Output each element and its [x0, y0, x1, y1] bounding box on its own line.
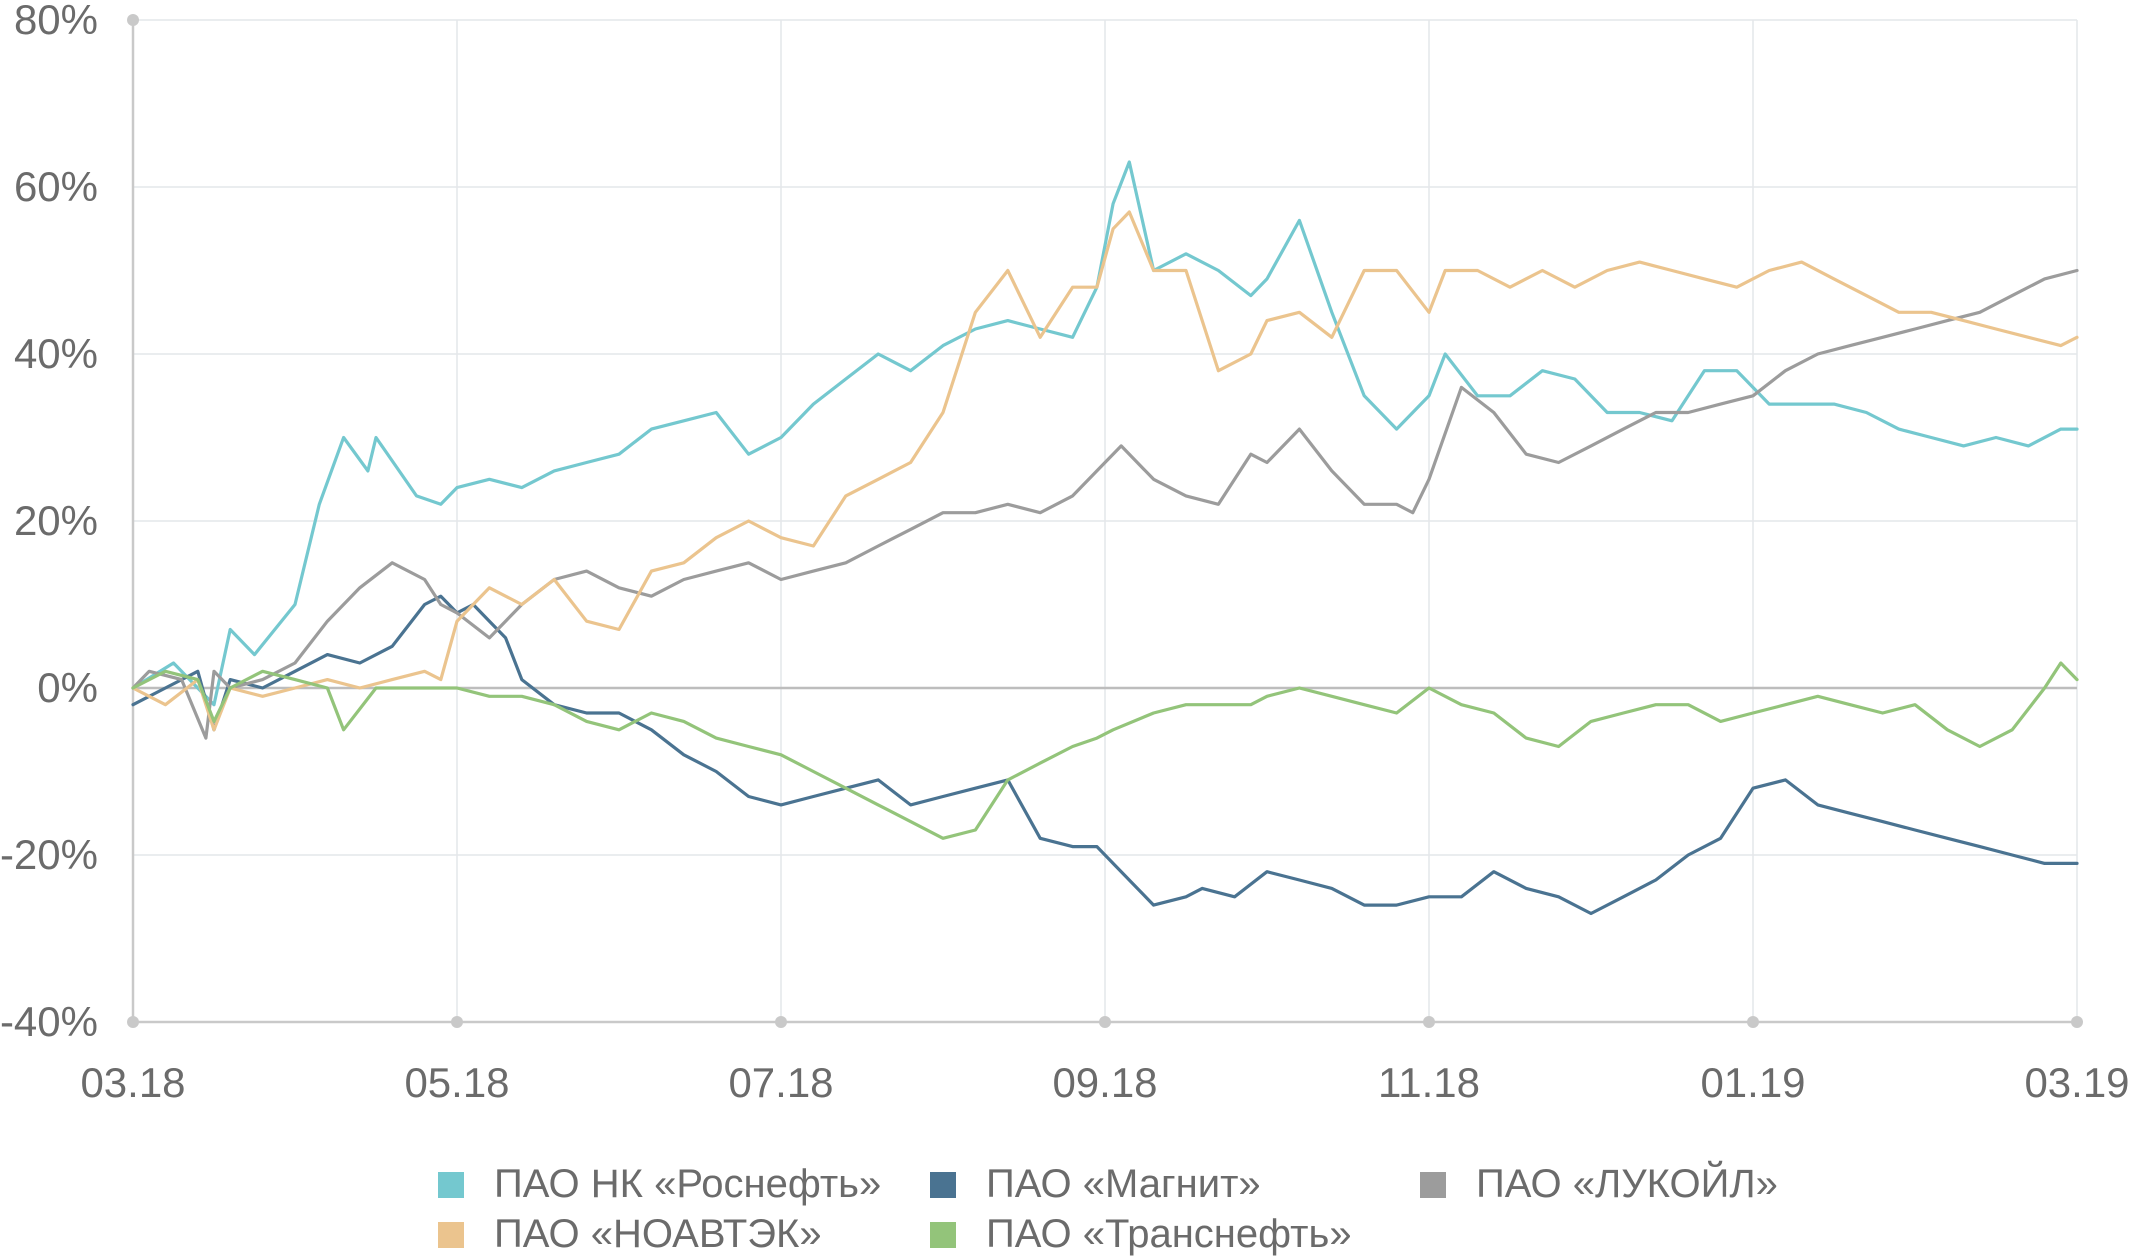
x-tick-label: 03.18	[80, 1059, 185, 1106]
y-tick-label: 60%	[14, 163, 98, 210]
x-tick-labels: 03.18 05.18 07.18 09.18 11.18 01.19 03.19	[80, 1059, 2129, 1106]
legend-swatch-lukoil	[1420, 1171, 1446, 1198]
y-axis-top-dot	[127, 14, 139, 26]
legend-item-rosneft[interactable]: ПАО НК «Роснефть»	[438, 1162, 881, 1207]
y-tick-labels: -40% -20% 0% 20% 40% 60% 80%	[0, 0, 98, 1045]
x-tick-label: 07.18	[728, 1059, 833, 1106]
series-line-transneft	[131, 661, 2079, 840]
x-tick-label: 09.18	[1052, 1059, 1157, 1106]
y-tick-label: 80%	[14, 0, 98, 43]
y-tick-label: -40%	[0, 998, 98, 1045]
y-tick-label: 0%	[37, 664, 98, 711]
x-tick-label: 11.18	[1378, 1059, 1480, 1106]
legend-label-magnit: ПАО «Магнит»	[986, 1162, 1261, 1206]
legend-item-lukoil[interactable]: ПАО «ЛУКОЙЛ»	[1420, 1162, 1778, 1207]
series-line-novatek	[131, 210, 2079, 732]
legend-item-magnit[interactable]: ПАО «Магнит»	[930, 1162, 1261, 1207]
legend-item-transneft[interactable]: ПАО «Транснефть»	[930, 1212, 1352, 1257]
legend-item-novatek[interactable]: ПАО «НОАВТЭК»	[438, 1212, 822, 1257]
legend-swatch-magnit	[930, 1171, 956, 1198]
grid-lines	[133, 19, 2078, 1023]
series-line-lukoil	[131, 268, 2079, 740]
legend: ПАО НК «Роснефть» ПАО «Магнит» ПАО «ЛУКО…	[0, 1140, 2133, 1256]
y-tick-label: 40%	[14, 330, 98, 377]
series-layer	[131, 160, 2079, 916]
legend-label-novatek: ПАО «НОАВТЭК»	[494, 1212, 822, 1256]
series-line-rosneft	[131, 160, 2079, 707]
y-tick-label: -20%	[0, 831, 98, 878]
axes	[127, 14, 2083, 1028]
x-tick-label: 03.19	[2024, 1059, 2129, 1106]
x-tick-label: 01.19	[1700, 1059, 1805, 1106]
legend-swatch-rosneft	[438, 1171, 464, 1198]
x-tick-label: 05.18	[404, 1059, 509, 1106]
legend-label-lukoil: ПАО «ЛУКОЙЛ»	[1476, 1162, 1778, 1206]
line-chart: -40% -20% 0% 20% 40% 60% 80% 03.18 05.18 07.18 09…	[0, 0, 2130, 1106]
legend-label-rosneft: ПАО НК «Роснефть»	[494, 1162, 882, 1206]
legend-swatch-novatek	[438, 1221, 464, 1248]
legend-swatch-transneft	[930, 1221, 956, 1248]
legend-label-transneft: ПАО «Транснефть»	[986, 1212, 1352, 1256]
y-tick-label: 20%	[14, 497, 98, 544]
